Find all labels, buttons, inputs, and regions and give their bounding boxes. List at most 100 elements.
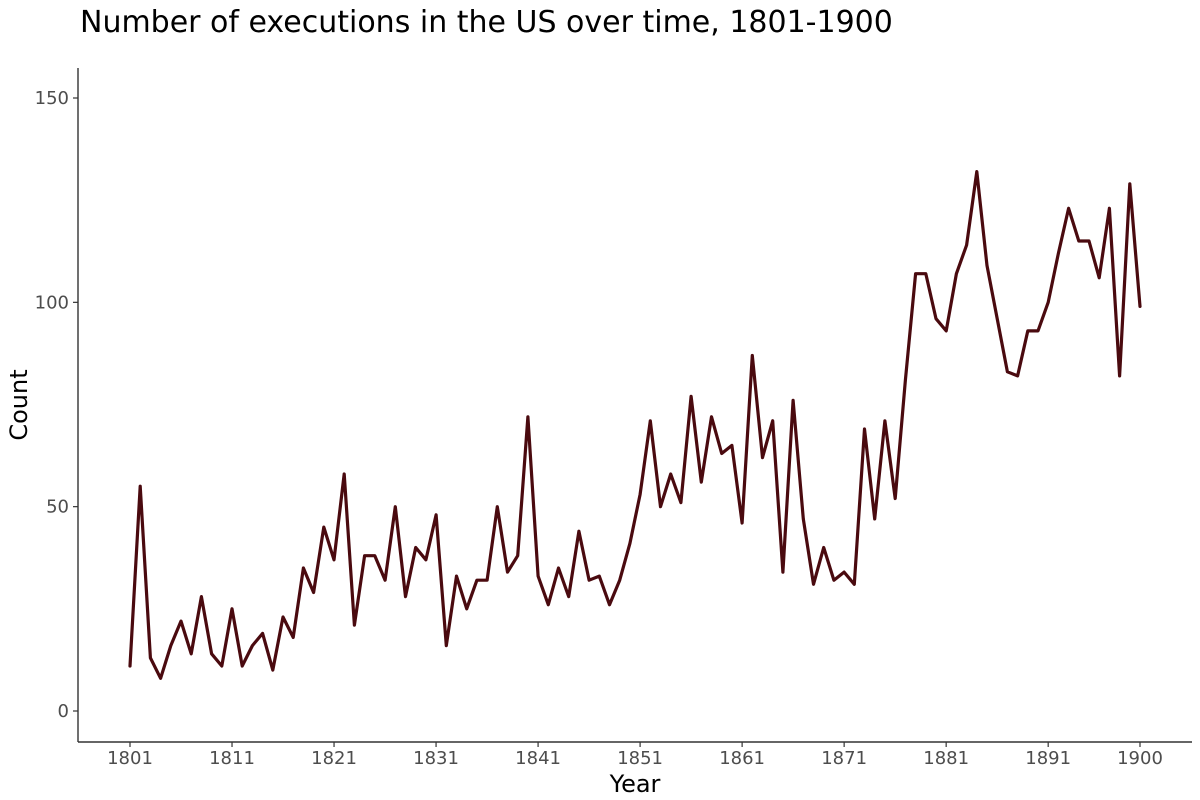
y-tick-label-100: 100: [35, 292, 69, 313]
data-point-1874: [873, 517, 876, 520]
data-point-1827: [394, 505, 397, 508]
data-point-1842: [547, 603, 550, 606]
data-point-1856: [690, 395, 693, 398]
data-point-1898: [1118, 374, 1121, 377]
data-point-1881: [945, 329, 948, 332]
data-point-1871: [843, 571, 846, 574]
data-point-1852: [649, 419, 652, 422]
data-point-1839: [516, 554, 519, 557]
data-point-1880: [934, 317, 937, 320]
data-point-1817: [292, 636, 295, 639]
data-point-1841: [537, 575, 540, 578]
y-tick-label-150: 150: [35, 88, 69, 109]
data-point-1819: [312, 591, 315, 594]
data-point-1843: [557, 566, 560, 569]
data-point-1865: [781, 571, 784, 574]
data-point-1847: [598, 575, 601, 578]
data-point-1883: [965, 244, 968, 247]
data-point-1853: [659, 505, 662, 508]
data-point-1884: [975, 170, 978, 173]
data-point-1866: [792, 399, 795, 402]
x-tick-label-1821: 1821: [311, 748, 357, 769]
data-point-1855: [679, 501, 682, 504]
chart-title: Number of executions in the US over time…: [80, 5, 893, 40]
data-point-1860: [730, 444, 733, 447]
data-point-1840: [526, 415, 529, 418]
data-point-1848: [608, 603, 611, 606]
data-point-1811: [230, 607, 233, 610]
data-point-1816: [281, 615, 284, 618]
data-point-1882: [955, 272, 958, 275]
x-tick-label-1831: 1831: [413, 748, 459, 769]
data-point-1838: [506, 571, 509, 574]
data-point-1891: [1047, 301, 1050, 304]
data-point-1875: [883, 419, 886, 422]
data-point-1806: [179, 620, 182, 623]
data-point-1845: [577, 530, 580, 533]
data-point-1872: [853, 583, 856, 586]
data-point-1889: [1026, 329, 1029, 332]
data-point-1802: [139, 485, 142, 488]
data-point-1867: [802, 517, 805, 520]
data-point-1879: [924, 272, 927, 275]
data-point-1870: [832, 579, 835, 582]
data-point-1844: [567, 595, 570, 598]
data-point-1878: [914, 272, 917, 275]
data-point-1826: [384, 579, 387, 582]
y-axis: 0 50 100 150: [35, 68, 79, 742]
data-point-1805: [169, 644, 172, 647]
data-point-1832: [445, 644, 448, 647]
x-axis-title: Year: [609, 770, 661, 798]
data-point-1820: [322, 526, 325, 529]
x-tick-label-1811: 1811: [209, 748, 255, 769]
x-tick-label-1801: 1801: [107, 748, 153, 769]
data-point-1887: [1006, 370, 1009, 373]
data-point-1895: [1087, 239, 1090, 242]
x-tick-label-1841: 1841: [515, 748, 561, 769]
data-point-1813: [251, 644, 254, 647]
data-point-1801: [128, 664, 131, 667]
data-point-1885: [985, 264, 988, 267]
data-point-1809: [210, 652, 213, 655]
data-point-1830: [424, 558, 427, 561]
data-point-1834: [465, 607, 468, 610]
data-point-1823: [353, 624, 356, 627]
data-point-1900: [1138, 305, 1141, 308]
data-point-1833: [455, 575, 458, 578]
data-point-1850: [628, 542, 631, 545]
x-tick-label-1871: 1871: [821, 748, 867, 769]
data-point-1849: [618, 579, 621, 582]
data-point-1804: [159, 677, 162, 680]
x-tick-label-1891: 1891: [1025, 748, 1071, 769]
data-point-1888: [1016, 374, 1019, 377]
data-point-1899: [1128, 182, 1131, 185]
data-point-1851: [639, 493, 642, 496]
data-point-1815: [271, 669, 274, 672]
data-point-1857: [700, 481, 703, 484]
x-axis: 1801 1811 1821 1831 1841 1851 1861 1871 1881 1891…: [78, 741, 1192, 769]
data-point-1831: [435, 513, 438, 516]
data-point-1858: [710, 415, 713, 418]
data-point-1835: [475, 579, 478, 582]
data-point-1862: [751, 354, 754, 357]
data-point-1896: [1098, 276, 1101, 279]
data-point-1864: [771, 419, 774, 422]
data-point-1893: [1067, 207, 1070, 210]
x-tick-label-1851: 1851: [617, 748, 663, 769]
x-tick-label-1881: 1881: [923, 748, 969, 769]
y-tick-label-50: 50: [46, 497, 69, 518]
data-point-1846: [588, 579, 591, 582]
data-point-1897: [1108, 207, 1111, 210]
data-point-1814: [261, 632, 264, 635]
x-tick-label-1900: 1900: [1117, 748, 1163, 769]
data-point-1818: [302, 566, 305, 569]
data-point-1829: [414, 546, 417, 549]
data-point-1808: [200, 595, 203, 598]
y-axis-title: Count: [5, 369, 33, 440]
data-point-1873: [863, 427, 866, 430]
data-point-1822: [343, 472, 346, 475]
data-point-1807: [190, 652, 193, 655]
data-point-1854: [669, 472, 672, 475]
data-point-1821: [332, 558, 335, 561]
